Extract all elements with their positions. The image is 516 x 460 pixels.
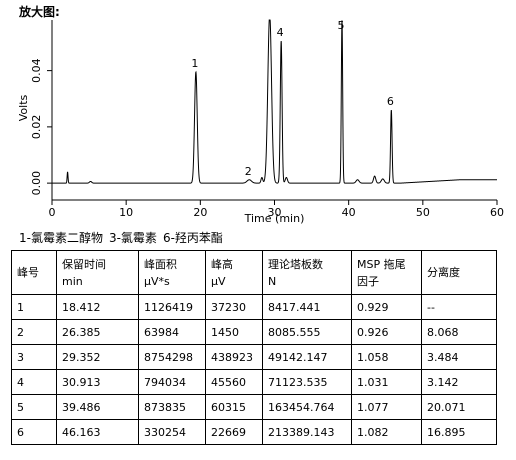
table-row: 6 46.163 330254 22669 213389.143 1.082 16.895 (11, 419, 497, 445)
table-cell: 794034 (138, 369, 206, 395)
table-cell: 3.484 (421, 344, 497, 370)
table-header-cell: 理论塔板数 N (262, 250, 352, 295)
chromatogram-trace (52, 19, 497, 184)
x-tick-label: 30 (268, 206, 282, 219)
table-cell: 1126419 (138, 294, 206, 320)
table-cell: 3.142 (421, 369, 497, 395)
table-cell: 18.412 (56, 294, 139, 320)
table-cell: 1450 (205, 319, 263, 345)
header-line: 保留时间 (62, 257, 106, 271)
table-cell: 8754298 (138, 344, 206, 370)
table-cell: 3 (11, 344, 57, 370)
x-tick-label: 10 (119, 206, 133, 219)
table-cell: 1.058 (351, 344, 422, 370)
table-cell: 213389.143 (262, 419, 352, 445)
peak-label: 6 (387, 95, 394, 108)
table-cell: 60315 (205, 394, 263, 420)
table-cell: 8085.555 (262, 319, 352, 345)
y-tick-label: 0.04 (30, 58, 43, 83)
table-row: 1 18.412 1126419 37230 8417.441 0.929 -- (11, 294, 497, 320)
peak-label: 5 (337, 19, 344, 32)
table-cell: 16.895 (421, 419, 497, 445)
header-line: 峰面积 (144, 257, 177, 271)
table-cell: 46.163 (56, 419, 139, 445)
x-tick-label: 0 (49, 206, 56, 219)
x-tick-label: 60 (490, 206, 504, 219)
table-cell: 37230 (205, 294, 263, 320)
table-cell: 1 (11, 294, 57, 320)
header-line: 分离度 (427, 266, 460, 279)
table-header-cell: MSP 拖尾 因子 (351, 250, 422, 295)
header-line: MSP 拖尾 (357, 257, 406, 271)
table-header-cell: 峰面积 μV*s (138, 250, 206, 295)
legend-entry: 6-羟丙苯酯 (162, 231, 223, 245)
table-cell: 0.926 (351, 319, 422, 345)
table-cell: 330254 (138, 419, 206, 445)
header-line: μV*s (144, 274, 170, 288)
table-cell: 438923 (205, 344, 263, 370)
table-body: 1 18.412 1126419 37230 8417.441 0.929 -- 2 26.38… (11, 294, 497, 445)
peak-label: 4 (277, 26, 284, 39)
legend-entry: 3-氯霉素 (108, 231, 157, 245)
peak-label: 2 (245, 165, 252, 178)
table-cell: 63984 (138, 319, 206, 345)
table-cell: 39.486 (56, 394, 139, 420)
x-tick-label: 20 (193, 206, 207, 219)
table-header-cell: 峰高 μV (205, 250, 263, 295)
header-line: 峰号 (17, 266, 39, 279)
peak-label: 1 (191, 57, 198, 70)
x-tick-label: 40 (342, 206, 356, 219)
table-header-cell: 峰号 (11, 250, 57, 295)
table-cell: 22669 (205, 419, 263, 445)
table-cell: 4 (11, 369, 57, 395)
table-cell: 0.929 (351, 294, 422, 320)
table-row: 2 26.385 63984 1450 8085.555 0.926 8.068 (11, 319, 497, 345)
table-cell: 5 (11, 394, 57, 420)
table-cell: 1.031 (351, 369, 422, 395)
table-cell: 8417.441 (262, 294, 352, 320)
table-cell: 71123.535 (262, 369, 352, 395)
table-row: 3 29.352 8754298 438923 49142.147 1.058 3.484 (11, 344, 497, 370)
table-cell: 873835 (138, 394, 206, 420)
table-header-row: 峰号 保留时间 min 峰面积 μV*s 峰高 μV 理论塔板数 N MSP 拖尾 因子 分离度 (11, 250, 497, 295)
header-line: 峰高 (211, 257, 233, 271)
header-line: N (268, 274, 277, 288)
y-axis-label: Volts (17, 94, 30, 121)
table-header-cell: 保留时间 min (56, 250, 139, 295)
legend-entry: 1-氯霉素二醇物 (19, 231, 103, 245)
table-cell: 49142.147 (262, 344, 352, 370)
table-cell: 45560 (205, 369, 263, 395)
table-cell: 8.068 (421, 319, 497, 345)
header-line: μV (211, 274, 226, 288)
table-cell: 1.082 (351, 419, 422, 445)
header-line: 理论塔板数 (268, 257, 323, 271)
header-line: min (62, 274, 83, 288)
header-line: 因子 (357, 274, 379, 288)
table-cell: 163454.764 (262, 394, 352, 420)
chromatogram-chart: 0 10 20 30 40 50 60 0.00 0.02 0.04 Time (min) Volts… (17, 19, 504, 225)
table-row: 4 30.913 794034 45560 71123.535 1.031 3.142 (11, 369, 497, 395)
table-cell: 2 (11, 319, 57, 345)
table-cell: 26.385 (56, 319, 139, 345)
table-cell: 1.077 (351, 394, 422, 420)
y-tick-label: 0.02 (30, 115, 43, 140)
peak-legend: 1-氯霉素二醇物 3-氯霉素 6-羟丙苯酯 (19, 229, 229, 246)
table-cell: -- (421, 294, 497, 320)
table-header-cell: 分离度 (421, 250, 497, 295)
x-tick-label: 50 (416, 206, 430, 219)
page-heading: 放大图: (19, 5, 60, 19)
table-cell: 20.071 (421, 394, 497, 420)
y-tick-label: 0.00 (30, 171, 43, 196)
table-row: 5 39.486 873835 60315 163454.764 1.077 20.071 (11, 394, 497, 420)
table-cell: 29.352 (56, 344, 139, 370)
table-cell: 30.913 (56, 369, 139, 395)
table-cell: 6 (11, 419, 57, 445)
x-axis-label: Time (min) (244, 212, 305, 225)
